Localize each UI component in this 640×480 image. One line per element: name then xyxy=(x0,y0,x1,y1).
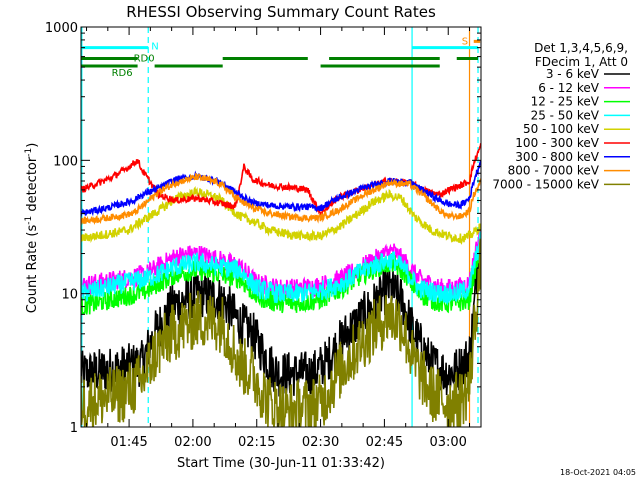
flag-label-rd0: RD0 xyxy=(134,54,155,65)
y-axis: 1 10 100 1000 xyxy=(45,21,481,436)
legend-label: 7000 - 15000 keV xyxy=(492,177,599,191)
legend: Det 1,3,4,5,6,9,FDecim 1, Att 03 - 6 keV… xyxy=(492,41,630,191)
x-tick-label: 02:30 xyxy=(302,435,339,450)
series-line-7000-15000 xyxy=(81,238,481,427)
legend-label: 6 - 12 keV xyxy=(538,81,600,95)
x-tick-label: 02:15 xyxy=(238,435,275,450)
x-tick-label: 01:45 xyxy=(110,435,147,450)
series-line-50-100 xyxy=(81,185,481,245)
series-line-800-7000 xyxy=(81,172,481,225)
legend-header: FDecim 1, Att 0 xyxy=(535,55,628,69)
y-tick-label: 1000 xyxy=(45,21,78,36)
legend-label: 3 - 6 keV xyxy=(546,67,600,81)
flag-label-s: S xyxy=(462,36,468,47)
y-tick-label: 1 xyxy=(70,421,78,436)
x-tick-label: 02:00 xyxy=(174,435,211,450)
legend-label: 100 - 300 keV xyxy=(515,136,599,150)
series-line-25-50 xyxy=(81,231,481,306)
y-axis-label: Count Rate (s-1 detector-1) xyxy=(24,143,40,314)
legend-label: 12 - 25 keV xyxy=(531,95,600,109)
legend-label: 25 - 50 keV xyxy=(531,108,600,122)
legend-label: 800 - 7000 keV xyxy=(508,164,600,178)
legend-header: Det 1,3,4,5,6,9, xyxy=(534,41,628,55)
plot-frame xyxy=(80,26,482,428)
x-tick-label: 03:00 xyxy=(429,435,466,450)
flag-label-rd6: RD6 xyxy=(112,68,133,79)
footer-timestamp: 18-Oct-2021 04:05 xyxy=(560,468,636,477)
flag-label-n: N xyxy=(151,42,158,53)
series-group xyxy=(81,143,481,427)
y-tick-label: 100 xyxy=(53,154,78,169)
legend-label: 300 - 800 keV xyxy=(515,150,599,164)
x-tick-label: 02:45 xyxy=(366,435,403,450)
y-tick-label: 10 xyxy=(61,288,78,303)
x-axis: 01:45 02:00 02:15 02:30 02:45 03:00 xyxy=(86,27,471,450)
legend-label: 50 - 100 keV xyxy=(523,122,600,136)
x-axis-label: Start Time (30-Jun-11 01:33:42) xyxy=(177,456,385,471)
chart-title: RHESSI Observing Summary Count Rates xyxy=(126,3,436,21)
